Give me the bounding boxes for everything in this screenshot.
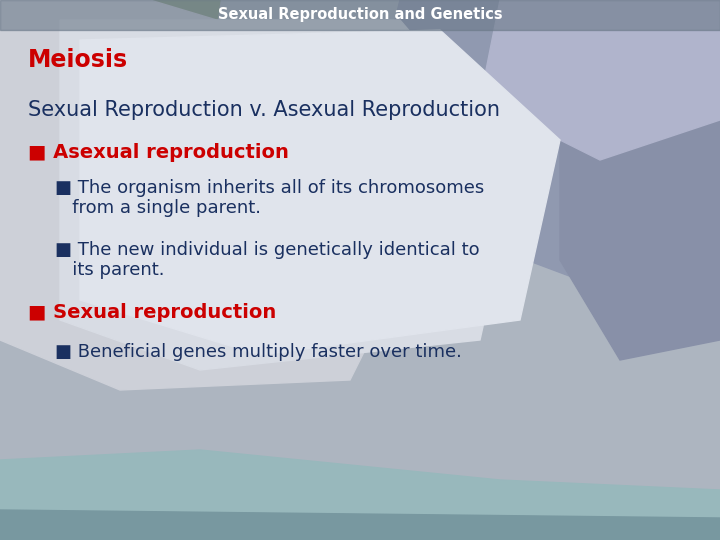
Bar <box>0 0 720 30</box>
Text: ■ The new individual is genetically identical to: ■ The new individual is genetically iden… <box>55 241 480 259</box>
Text: ■ Beneficial genes multiply faster over time.: ■ Beneficial genes multiply faster over … <box>55 343 462 361</box>
Polygon shape <box>80 30 560 355</box>
Polygon shape <box>0 510 720 540</box>
Polygon shape <box>0 0 420 390</box>
Polygon shape <box>60 20 520 370</box>
Text: its parent.: its parent. <box>55 261 164 279</box>
Polygon shape <box>480 0 720 160</box>
Text: Sexual Reproduction v. Asexual Reproduction: Sexual Reproduction v. Asexual Reproduct… <box>28 100 500 120</box>
Polygon shape <box>0 0 220 210</box>
Text: ■ The organism inherits all of its chromosomes: ■ The organism inherits all of its chrom… <box>55 179 485 197</box>
Polygon shape <box>0 450 720 540</box>
Polygon shape <box>560 0 720 360</box>
Text: from a single parent.: from a single parent. <box>55 199 261 217</box>
Polygon shape <box>380 0 720 280</box>
Text: Meiosis: Meiosis <box>28 48 128 72</box>
Text: ■ Asexual reproduction: ■ Asexual reproduction <box>28 143 289 161</box>
Text: Sexual Reproduction and Genetics: Sexual Reproduction and Genetics <box>217 8 503 23</box>
Text: ■ Sexual reproduction: ■ Sexual reproduction <box>28 302 276 321</box>
